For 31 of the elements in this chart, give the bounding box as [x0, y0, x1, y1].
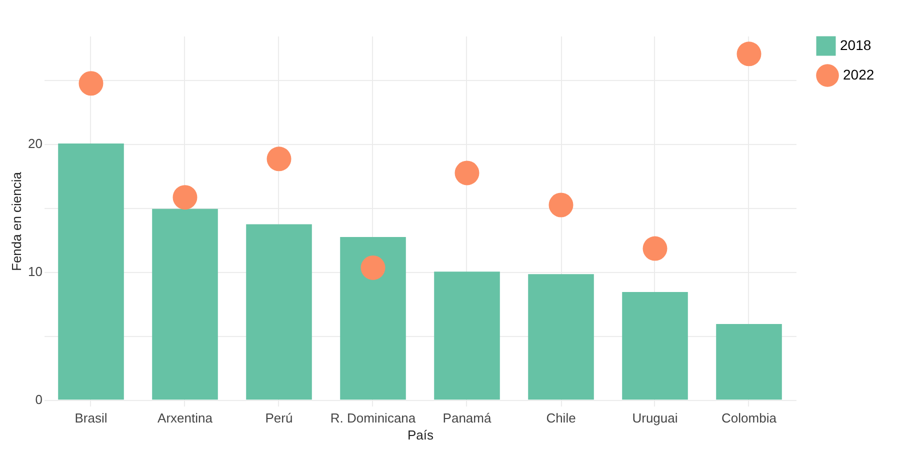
bar: [716, 324, 782, 400]
x-tick-label: Panamá: [442, 410, 492, 426]
bar: [58, 144, 124, 400]
point: [454, 160, 480, 186]
y-tick-label: 20: [28, 136, 42, 152]
x-tick-label: Colombia: [722, 410, 778, 426]
bar: [340, 237, 406, 400]
point: [548, 192, 574, 218]
bar: [528, 274, 594, 400]
x-tick-label: Perú: [265, 410, 293, 426]
point: [266, 146, 292, 172]
bar: [152, 208, 218, 400]
point: [172, 185, 198, 210]
y-tick-label: 0: [35, 392, 42, 408]
x-tick-label: Uruguai: [632, 410, 678, 426]
legend-label: 2022: [843, 66, 874, 82]
y-tick-label: 10: [28, 264, 42, 280]
x-tick-label: Brasil: [74, 410, 108, 426]
x-tick-label: R. Dominicana: [330, 410, 416, 426]
point: [360, 256, 386, 280]
y-axis-title: Fenda en ciencia: [9, 171, 24, 272]
point: [642, 236, 668, 261]
point: [78, 71, 104, 96]
x-tick-label: Chile: [546, 410, 576, 426]
bar: [246, 224, 312, 400]
legend-label: 2018: [840, 37, 872, 53]
x-axis-title: País: [407, 428, 434, 442]
bar: [622, 292, 688, 400]
x-tick-label: Arxentina: [158, 410, 214, 426]
point: [736, 42, 762, 66]
bar: [434, 272, 500, 400]
